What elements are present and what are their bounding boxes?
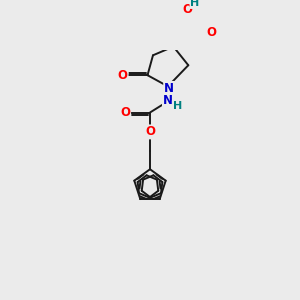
Text: O: O <box>120 106 130 119</box>
Text: N: N <box>163 94 173 106</box>
Text: O: O <box>118 69 128 82</box>
Text: O: O <box>206 26 216 39</box>
Text: H: H <box>190 0 200 8</box>
Text: O: O <box>182 2 192 16</box>
Text: H: H <box>173 101 182 111</box>
Text: O: O <box>145 125 155 138</box>
Text: N: N <box>164 82 174 95</box>
